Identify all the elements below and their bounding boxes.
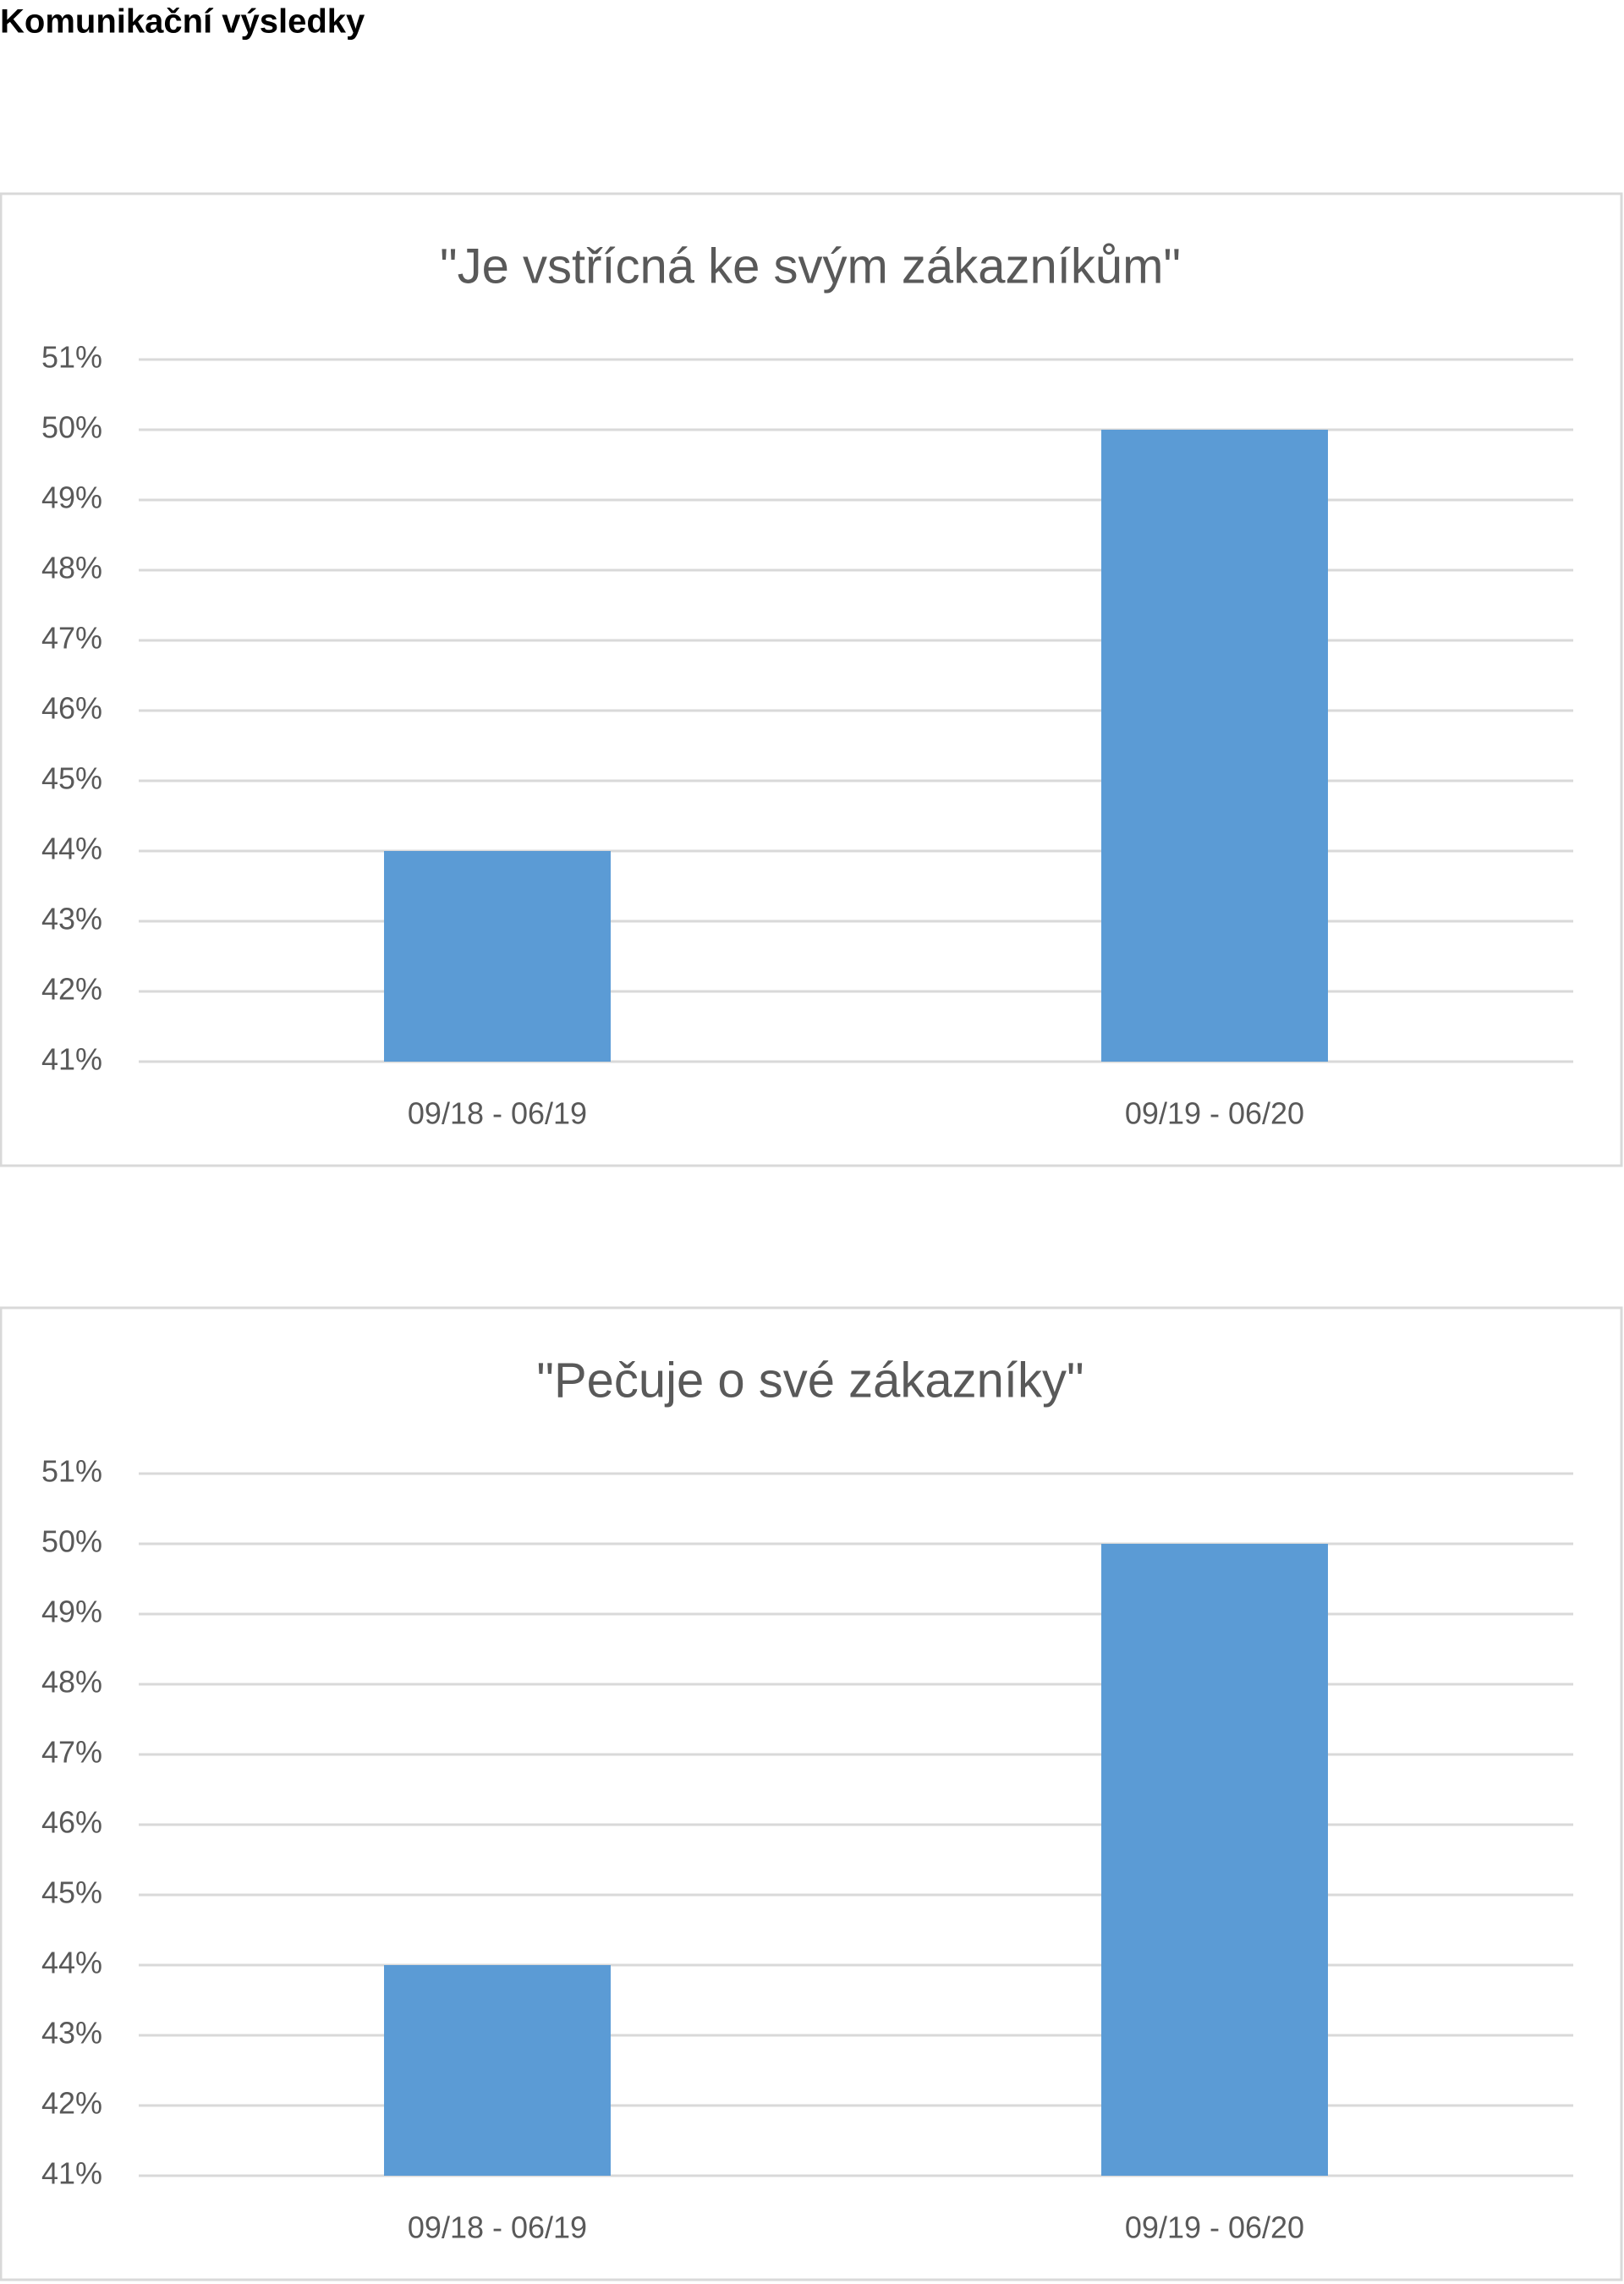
y-tick-label: 50% [41,410,102,445]
y-tick-label: 46% [41,691,102,726]
chart-frame [0,1306,1623,2281]
y-tick-label: 49% [41,480,102,515]
y-tick-label: 48% [41,551,102,585]
y-tick-label: 45% [41,761,102,796]
y-tick-label: 43% [41,2016,102,2051]
x-tick-label: 09/19 - 06/20 [1125,1096,1304,1131]
bar [1101,1544,1328,2176]
y-tick-label: 44% [41,832,102,866]
y-tick-label: 42% [41,972,102,1007]
y-tick-label: 49% [41,1595,102,1629]
y-tick-label: 51% [41,340,102,375]
bar [384,1965,611,2176]
y-tick-label: 51% [41,1454,102,1489]
y-tick-label: 42% [41,2086,102,2121]
y-tick-label: 47% [41,621,102,656]
y-tick-label: 41% [41,2156,102,2191]
y-tick-label: 46% [41,1805,102,1840]
page-heading: Komunikační výsledky [0,3,365,41]
bar [384,851,611,1062]
chart-title: "Pečuje o své zákazníky" [536,1353,1084,1408]
chart-frame [0,192,1623,1167]
x-tick-label: 09/18 - 06/19 [408,2210,587,2245]
y-tick-label: 45% [41,1875,102,1910]
chart-title: "Je vstřícná ke svým zákazníkům" [440,239,1181,294]
y-tick-label: 41% [41,1042,102,1077]
x-tick-label: 09/18 - 06/19 [408,1096,587,1131]
bar [1101,430,1328,1062]
y-tick-label: 47% [41,1735,102,1770]
y-tick-label: 48% [41,1665,102,1699]
y-tick-label: 43% [41,902,102,936]
y-tick-label: 44% [41,1946,102,1980]
y-tick-label: 50% [41,1524,102,1559]
x-tick-label: 09/19 - 06/20 [1125,2210,1304,2245]
